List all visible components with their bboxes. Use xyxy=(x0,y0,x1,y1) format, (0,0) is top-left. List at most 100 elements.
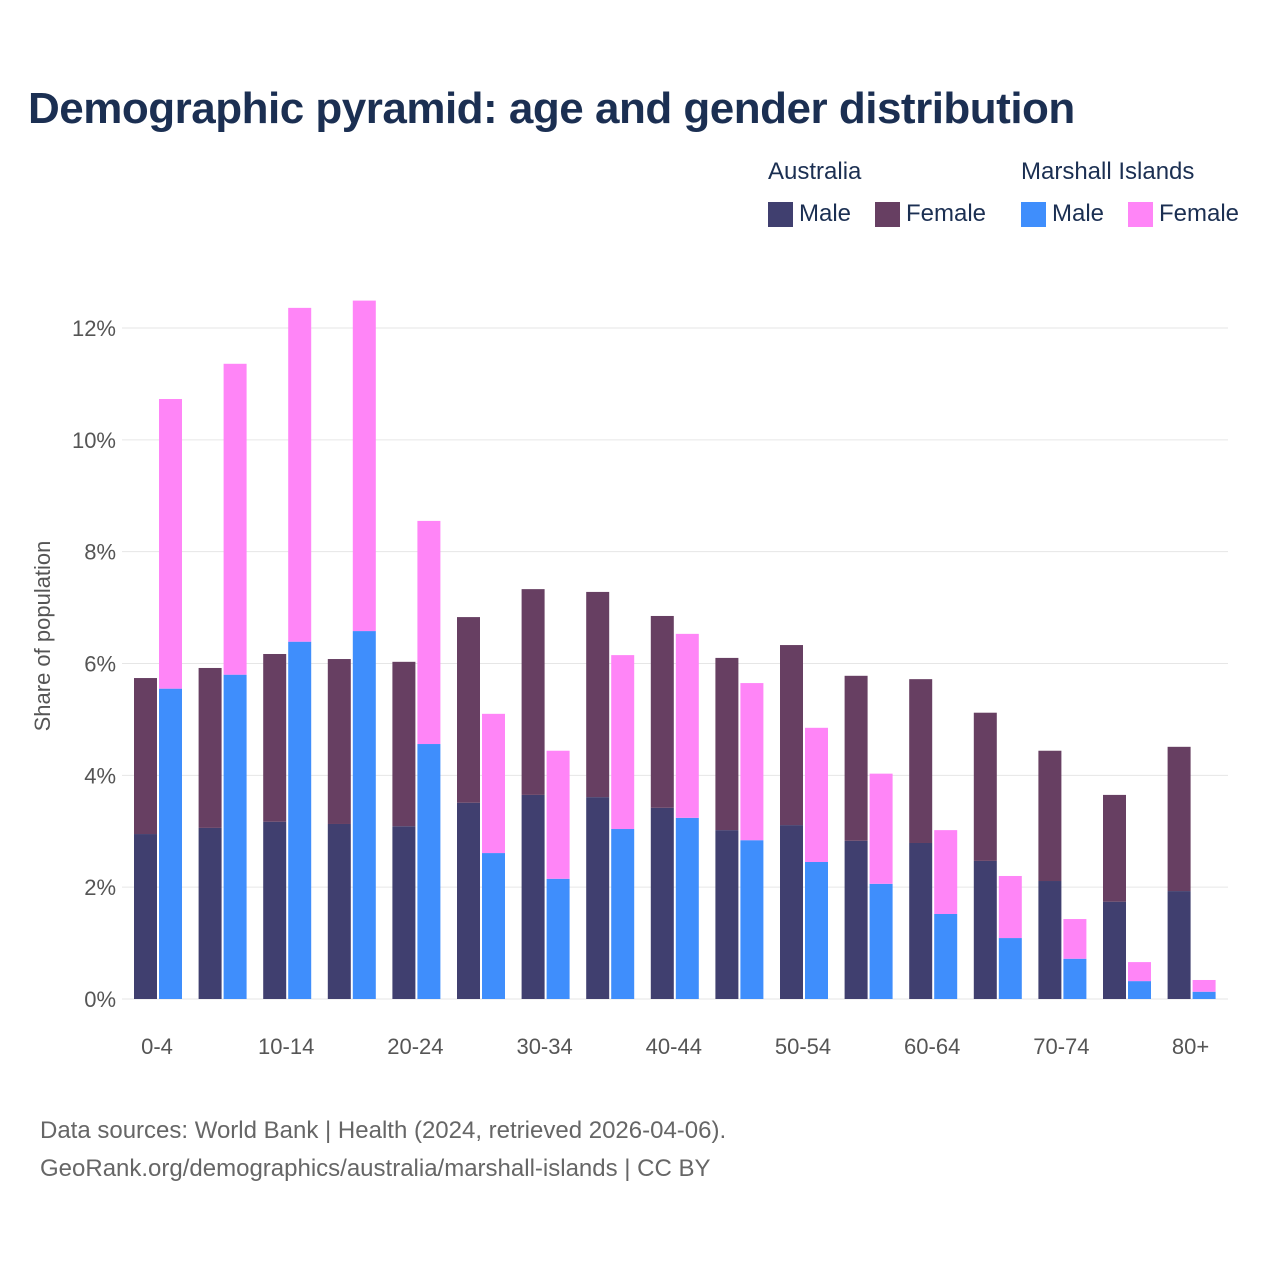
bar-marshall-male-10-14 xyxy=(288,641,312,999)
legend-australia-female[interactable]: Female xyxy=(875,200,986,228)
bar-marshall-female-70-74 xyxy=(1063,919,1087,959)
bar-australia-male-10-14 xyxy=(263,821,287,999)
x-tick-label: 40-44 xyxy=(646,1034,702,1059)
legend-swatch xyxy=(1128,201,1153,227)
legend-label: Female xyxy=(906,200,987,227)
y-tick-label: 12% xyxy=(72,316,116,341)
bar-marshall-male-20-24 xyxy=(417,744,441,999)
bar-marshall-female-10-14 xyxy=(288,307,312,642)
bar-australia-male-75-79 xyxy=(1103,901,1126,999)
bar-australia-female-45-49 xyxy=(715,657,739,831)
y-tick-label: 4% xyxy=(84,763,116,788)
y-axis-label: Share of population xyxy=(30,541,55,732)
x-tick-label: 0-4 xyxy=(141,1034,173,1059)
bar-australia-male-70-74 xyxy=(1038,881,1062,999)
footer-source: Data sources: World Bank | Health (2024,… xyxy=(40,1117,727,1144)
x-tick-label: 80+ xyxy=(1172,1034,1209,1059)
bar-australia-female-80+ xyxy=(1167,746,1191,892)
bar-marshall-male-35-39 xyxy=(611,829,635,999)
bar-australia-male-0-4 xyxy=(134,834,157,999)
x-tick-label: 20-24 xyxy=(387,1034,443,1059)
bar-marshall-female-20-24 xyxy=(417,520,441,745)
bar-marshall-female-5-9 xyxy=(223,363,247,675)
bar-australia-female-40-44 xyxy=(650,615,674,808)
bar-marshall-male-50-54 xyxy=(805,862,828,999)
bar-marshall-female-25-29 xyxy=(482,713,505,854)
bar-marshall-male-65-69 xyxy=(998,938,1022,999)
x-tick-label: 10-14 xyxy=(258,1034,314,1059)
bar-australia-male-50-54 xyxy=(780,825,803,999)
bar-marshall-male-80+ xyxy=(1192,991,1216,999)
footer-url[interactable]: GeoRank.org/demographics/australia/marsh… xyxy=(40,1155,711,1182)
bar-marshall-male-75-79 xyxy=(1128,981,1151,999)
bar-marshall-male-55-59 xyxy=(869,883,893,999)
legend-label: Male xyxy=(799,200,852,227)
bar-australia-male-20-24 xyxy=(392,826,416,999)
x-tick-label: 70-74 xyxy=(1033,1034,1089,1059)
bar-australia-female-65-69 xyxy=(973,712,997,861)
bar-australia-female-10-14 xyxy=(263,653,287,822)
bar-marshall-female-30-34 xyxy=(546,750,570,879)
bar-australia-male-65-69 xyxy=(973,860,997,999)
bar-australia-female-20-24 xyxy=(392,661,416,827)
bar-australia-female-15-19 xyxy=(327,659,351,824)
bar-marshall-female-55-59 xyxy=(869,773,893,884)
bar-australia-female-55-59 xyxy=(844,675,868,841)
bar-australia-male-45-49 xyxy=(715,830,739,999)
bar-australia-female-0-4 xyxy=(134,678,157,835)
bar-marshall-male-15-19 xyxy=(352,631,376,999)
legend-group-marshall-islands: Marshall Islands xyxy=(1021,158,1195,185)
legend-marshall-female[interactable]: Female xyxy=(1128,200,1239,228)
bar-australia-female-25-29 xyxy=(457,617,480,803)
legend-australia-male[interactable]: Male xyxy=(768,200,851,228)
bar-marshall-female-65-69 xyxy=(998,875,1022,939)
bar-marshall-male-0-4 xyxy=(159,688,182,999)
bar-marshall-male-70-74 xyxy=(1063,958,1087,999)
bar-marshall-female-15-19 xyxy=(352,300,376,632)
bar-marshall-male-25-29 xyxy=(482,853,505,999)
bar-marshall-male-5-9 xyxy=(223,674,247,999)
legend-swatch xyxy=(768,201,793,227)
y-tick-label: 0% xyxy=(84,987,116,1012)
bar-australia-male-25-29 xyxy=(457,802,480,999)
y-tick-label: 6% xyxy=(84,652,116,677)
legend-marshall-male[interactable]: Male xyxy=(1021,200,1104,228)
bar-australia-female-30-34 xyxy=(521,589,545,795)
bar-marshall-female-75-79 xyxy=(1128,962,1151,982)
legend-group-australia: Australia xyxy=(768,158,862,185)
bar-marshall-female-80+ xyxy=(1192,979,1216,992)
bar-australia-male-80+ xyxy=(1167,891,1191,999)
bar-australia-male-35-39 xyxy=(586,797,610,999)
bar-marshall-female-0-4 xyxy=(159,399,182,689)
bar-marshall-male-40-44 xyxy=(675,817,699,999)
legend-label: Female xyxy=(1159,200,1240,227)
bar-marshall-male-60-64 xyxy=(934,914,958,999)
x-tick-label: 60-64 xyxy=(904,1034,960,1059)
bar-australia-female-75-79 xyxy=(1103,794,1126,902)
legend-label: Male xyxy=(1052,200,1105,227)
bar-australia-male-15-19 xyxy=(327,823,351,999)
bar-marshall-male-30-34 xyxy=(546,878,570,999)
bar-marshall-female-45-49 xyxy=(740,683,764,841)
x-tick-label: 50-54 xyxy=(775,1034,831,1059)
chart-title: Demographic pyramid: age and gender dist… xyxy=(28,84,1075,133)
bar-marshall-female-35-39 xyxy=(611,655,635,830)
y-tick-label: 8% xyxy=(84,540,116,565)
x-tick-label: 30-34 xyxy=(516,1034,572,1059)
bar-australia-male-55-59 xyxy=(844,840,868,999)
bar-australia-male-30-34 xyxy=(521,794,545,999)
bar-marshall-female-50-54 xyxy=(805,727,828,863)
bar-australia-male-5-9 xyxy=(198,827,222,999)
y-tick-label: 2% xyxy=(84,875,116,900)
bar-australia-female-5-9 xyxy=(198,667,222,828)
bar-australia-female-50-54 xyxy=(780,645,803,826)
bar-australia-male-60-64 xyxy=(909,842,933,999)
legend-swatch xyxy=(875,201,900,227)
y-tick-label: 10% xyxy=(72,428,116,453)
bar-marshall-female-40-44 xyxy=(675,633,699,818)
bar-australia-female-70-74 xyxy=(1038,750,1062,882)
bar-australia-male-40-44 xyxy=(650,807,674,999)
bar-australia-female-60-64 xyxy=(909,679,933,843)
